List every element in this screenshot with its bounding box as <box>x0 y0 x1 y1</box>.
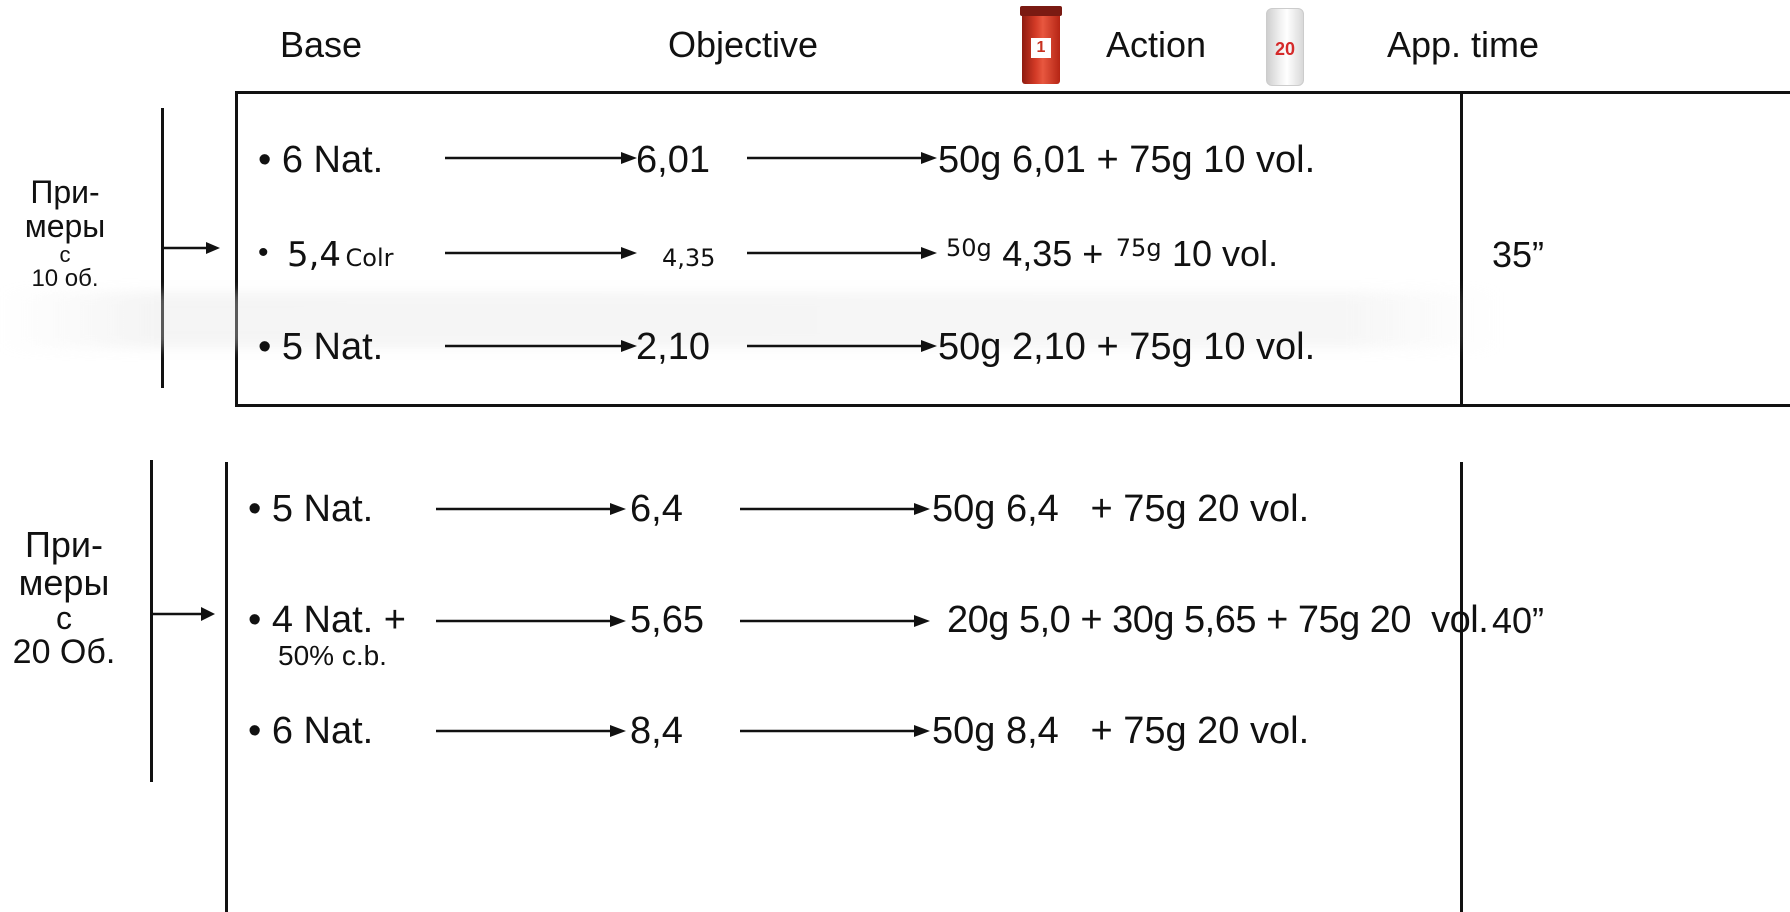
developer-bottle-icon: 20 <box>1266 8 1304 86</box>
g1-time: 35” <box>1492 234 1545 275</box>
g1-row2-base: • 5,4 Colr <box>258 235 394 275</box>
g1-row2-base-suffix: Colr <box>345 244 394 272</box>
g2-row1-arrow-1 <box>436 503 626 515</box>
g1-row2-base-bullet: • <box>258 236 269 269</box>
header-objective: Objective <box>668 24 819 65</box>
g2-row3-objective: 8,4 <box>630 710 683 752</box>
g1-row2-action: 50g 4,35 + 75g 10 vol. <box>946 236 1278 272</box>
g2-time: 40” <box>1492 600 1545 641</box>
g1-row1-arrow-1 <box>445 152 637 164</box>
group2-bracket-arrow <box>151 607 215 621</box>
group1-frame-bottom <box>235 404 1790 407</box>
arrow-right-icon <box>921 152 937 164</box>
g2-row1-action: 50g 6,4 + 75g 20 vol. <box>932 488 1310 530</box>
arrow-right-icon <box>610 615 626 627</box>
group1-label-line3: с <box>59 242 71 268</box>
group1-time-divider <box>1460 91 1463 407</box>
g1-row3-action: 50g 2,10 + 75g 10 vol. <box>938 326 1316 368</box>
g1-row2-base-main: 5,4 <box>286 235 342 275</box>
arrow-right-icon <box>610 503 626 515</box>
g1-row2-arrow-2 <box>747 247 937 259</box>
image-blur-band <box>0 292 1500 348</box>
g1-row3-objective: 2,10 <box>636 326 710 368</box>
group1-bracket-arrow <box>162 242 220 254</box>
g1-row1-objective: 6,01 <box>636 139 710 181</box>
arrow-right-icon <box>610 725 626 737</box>
g1-row3-base: • 5 Nat. <box>258 326 384 368</box>
group2-frame-left <box>225 462 228 912</box>
arrow-right-icon <box>621 247 637 259</box>
g2-row2-arrow-1 <box>436 615 626 627</box>
g2-row2-objective: 5,65 <box>630 599 704 641</box>
group1-label-line4: 10 об. <box>31 265 99 293</box>
g1-row2-action-c: 75g <box>1115 234 1162 262</box>
arrow-right-icon <box>914 503 930 515</box>
arrow-right-icon <box>914 725 930 737</box>
g2-row1-objective: 6,4 <box>630 488 683 530</box>
g2-row3-base: • 6 Nat. <box>248 710 374 752</box>
header-action: Action <box>1106 24 1207 65</box>
g2-row3-action: 50g 8,4 + 75g 20 vol. <box>932 710 1310 752</box>
group1-label-line2: меры <box>24 207 106 244</box>
group2-label: При- меры с 20 Об. <box>6 526 122 671</box>
g2-row1-base: • 5 Nat. <box>248 488 374 530</box>
g2-row3-arrow-2 <box>740 725 930 737</box>
arrow-right-icon <box>621 152 637 164</box>
g1-row2-objective: 4,35 <box>662 244 716 272</box>
g2-row2-base-sub: 50% c.b. <box>278 640 387 671</box>
arrow-right-icon <box>921 247 937 259</box>
g1-row1-base: • 6 Nat. <box>258 139 384 181</box>
group2-bracket <box>150 460 153 782</box>
group2-label-line4: 20 Об. <box>12 633 116 672</box>
red-color-tube-icon: 1 <box>1020 6 1062 84</box>
group2-time-divider <box>1460 462 1463 912</box>
g1-row1-action: 50g 6,01 + 75g 10 vol. <box>938 139 1316 181</box>
group2-label-line1: При- <box>25 524 103 565</box>
arrow-right-icon <box>621 340 637 352</box>
g1-row3-arrow-1 <box>445 340 637 352</box>
g2-row3-arrow-1 <box>436 725 626 737</box>
group1-label: При- меры с 10 об. <box>10 174 120 293</box>
arrow-right-icon <box>914 615 930 627</box>
g1-row2-action-a: 50g <box>946 234 992 262</box>
g1-row2-action-d: 10 vol. <box>1172 233 1279 274</box>
g2-row2-base: • 4 Nat. + <box>248 599 406 641</box>
group2-label-line3: с <box>56 599 72 636</box>
header-app-time: App. time <box>1387 24 1540 65</box>
group1-label-line1: При- <box>30 174 100 210</box>
g1-row3-arrow-2 <box>747 340 937 352</box>
arrow-right-icon <box>921 340 937 352</box>
g2-row2-action: 20g 5,0 + 30g 5,65 + 75g 20 vol. <box>947 599 1489 641</box>
g1-row1-arrow-2 <box>747 152 937 164</box>
group1-frame-left <box>235 91 238 407</box>
group2-label-line2: меры <box>18 561 110 603</box>
g1-row2-arrow-1 <box>445 247 637 259</box>
g2-row2-arrow-2 <box>740 615 930 627</box>
tube1-label: 1 <box>1031 38 1051 58</box>
g1-row2-action-b: 4,35 + <box>1002 233 1104 274</box>
g2-row1-arrow-2 <box>740 503 930 515</box>
header-base: Base <box>280 24 363 65</box>
tube2-label: 20 <box>1274 39 1296 59</box>
group1-frame-top <box>235 91 1790 94</box>
